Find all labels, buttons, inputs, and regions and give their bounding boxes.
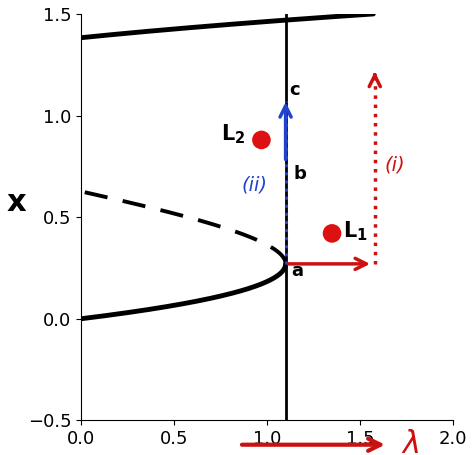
Text: (ii): (ii) bbox=[241, 176, 267, 195]
Text: $\lambda$: $\lambda$ bbox=[401, 430, 419, 455]
Y-axis label: x: x bbox=[7, 188, 27, 217]
Text: $\mathbf{L_1}$: $\mathbf{L_1}$ bbox=[343, 219, 368, 243]
Text: $\mathbf{L_2}$: $\mathbf{L_2}$ bbox=[220, 122, 245, 146]
Point bbox=[258, 136, 265, 144]
Point bbox=[328, 230, 336, 237]
Text: (i): (i) bbox=[384, 156, 405, 174]
Text: b: b bbox=[293, 165, 306, 182]
Text: c: c bbox=[289, 81, 300, 99]
Text: a: a bbox=[291, 262, 303, 280]
